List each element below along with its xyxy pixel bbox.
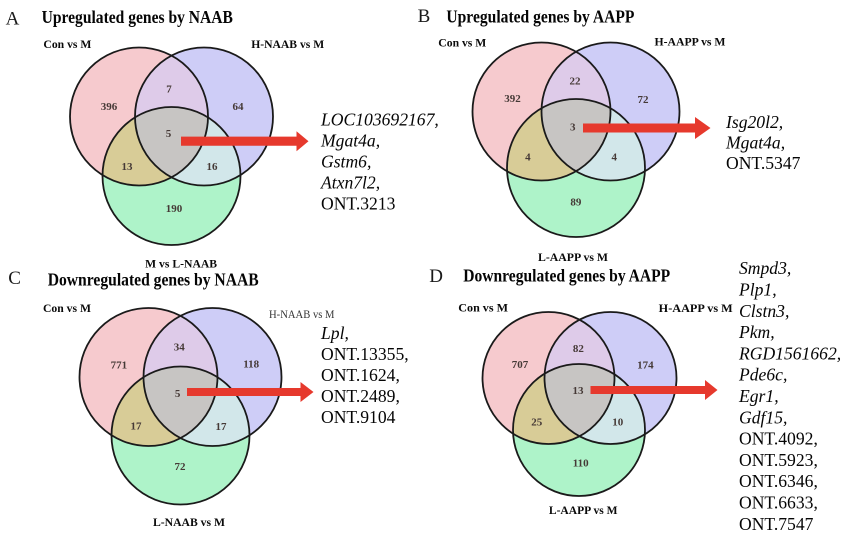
svg-text:771: 771: [111, 359, 128, 371]
svg-text:ONT.9104: ONT.9104: [321, 407, 396, 427]
svg-text:4: 4: [611, 152, 617, 164]
svg-text:LOC103692167,: LOC103692167,: [320, 110, 439, 130]
svg-text:Lpl,: Lpl,: [320, 323, 349, 343]
svg-text:10: 10: [612, 416, 624, 428]
svg-text:72: 72: [175, 461, 187, 473]
svg-text:B: B: [418, 6, 431, 27]
svg-text:16: 16: [207, 161, 219, 173]
svg-text:C: C: [8, 268, 21, 289]
svg-text:Gstm6,: Gstm6,: [321, 152, 371, 172]
svg-text:M vs L-NAAB: M vs L-NAAB: [145, 257, 217, 271]
svg-text:Con vs M: Con vs M: [438, 35, 486, 49]
svg-text:Con vs M: Con vs M: [43, 301, 91, 315]
svg-text:392: 392: [504, 93, 521, 105]
svg-text:Gdf15,: Gdf15,: [739, 407, 787, 427]
svg-text:707: 707: [512, 359, 529, 371]
svg-text:ONT.5923,: ONT.5923,: [739, 450, 818, 470]
svg-text:Mgat4a,: Mgat4a,: [725, 133, 785, 153]
svg-text:RGD1561662,: RGD1561662,: [738, 343, 841, 363]
svg-text:D: D: [429, 266, 443, 287]
svg-text:5: 5: [166, 128, 172, 140]
svg-text:ONT.7547: ONT.7547: [739, 514, 814, 534]
svg-text:Egr1,: Egr1,: [738, 386, 779, 406]
svg-text:Downregulated genes by NAAB: Downregulated genes by NAAB: [48, 270, 259, 290]
svg-text:Con vs M: Con vs M: [458, 301, 508, 315]
svg-text:Mgat4a,: Mgat4a,: [320, 131, 380, 151]
svg-text:34: 34: [174, 342, 186, 354]
svg-text:25: 25: [531, 416, 543, 428]
svg-text:72: 72: [638, 94, 650, 106]
svg-text:190: 190: [166, 203, 183, 215]
svg-text:3: 3: [570, 121, 576, 133]
svg-text:118: 118: [243, 358, 259, 370]
svg-text:82: 82: [573, 343, 585, 355]
svg-text:ONT.13355,: ONT.13355,: [321, 344, 409, 364]
svg-text:13: 13: [573, 385, 585, 397]
svg-text:Upregulated genes by AAPP: Upregulated genes by AAPP: [446, 6, 634, 26]
svg-text:L-AAPP vs M: L-AAPP vs M: [549, 503, 618, 517]
svg-text:Pde6c,: Pde6c,: [738, 365, 787, 385]
svg-text:Atxn7l2,: Atxn7l2,: [320, 173, 380, 193]
svg-text:L-NAAB vs M: L-NAAB vs M: [153, 515, 225, 529]
svg-text:Clstn3,: Clstn3,: [739, 301, 789, 321]
svg-text:Isg20l2,: Isg20l2,: [725, 112, 783, 132]
svg-text:7: 7: [166, 84, 172, 96]
svg-text:Smpd3,: Smpd3,: [739, 258, 791, 278]
svg-text:ONT.2489,: ONT.2489,: [321, 386, 400, 406]
svg-text:Pkm,: Pkm,: [738, 322, 775, 342]
svg-text:22: 22: [570, 76, 582, 88]
svg-text:110: 110: [573, 458, 589, 470]
svg-text:A: A: [6, 9, 20, 30]
svg-text:396: 396: [101, 101, 118, 113]
svg-text:H-NAAB vs M: H-NAAB vs M: [251, 37, 324, 51]
svg-text:H-NAAB vs M: H-NAAB vs M: [269, 309, 335, 321]
svg-text:ONT.6633,: ONT.6633,: [739, 493, 818, 513]
svg-text:64: 64: [233, 101, 245, 113]
svg-text:H-AAPP vs M: H-AAPP vs M: [655, 34, 726, 48]
svg-text:ONT.1624,: ONT.1624,: [321, 365, 400, 385]
svg-text:4: 4: [525, 152, 531, 164]
svg-text:5: 5: [175, 388, 181, 400]
svg-text:ONT.4092,: ONT.4092,: [739, 429, 818, 449]
svg-text:ONT.3213: ONT.3213: [321, 194, 396, 214]
svg-text:ONT.5347: ONT.5347: [726, 153, 801, 173]
svg-text:ONT.6346,: ONT.6346,: [739, 471, 818, 491]
svg-text:17: 17: [131, 421, 143, 433]
svg-text:Upregulated genes by NAAB: Upregulated genes by NAAB: [42, 7, 233, 27]
svg-text:H-AAPP vs M: H-AAPP vs M: [659, 301, 733, 315]
svg-text:89: 89: [570, 197, 582, 209]
svg-text:Con vs M: Con vs M: [43, 37, 91, 51]
svg-text:17: 17: [216, 421, 228, 433]
svg-text:Downregulated genes by AAPP: Downregulated genes by AAPP: [463, 265, 670, 285]
svg-text:L-AAPP vs M: L-AAPP vs M: [538, 250, 608, 264]
svg-text:174: 174: [637, 360, 654, 372]
svg-text:Plp1,: Plp1,: [738, 280, 777, 300]
svg-text:13: 13: [122, 161, 134, 173]
